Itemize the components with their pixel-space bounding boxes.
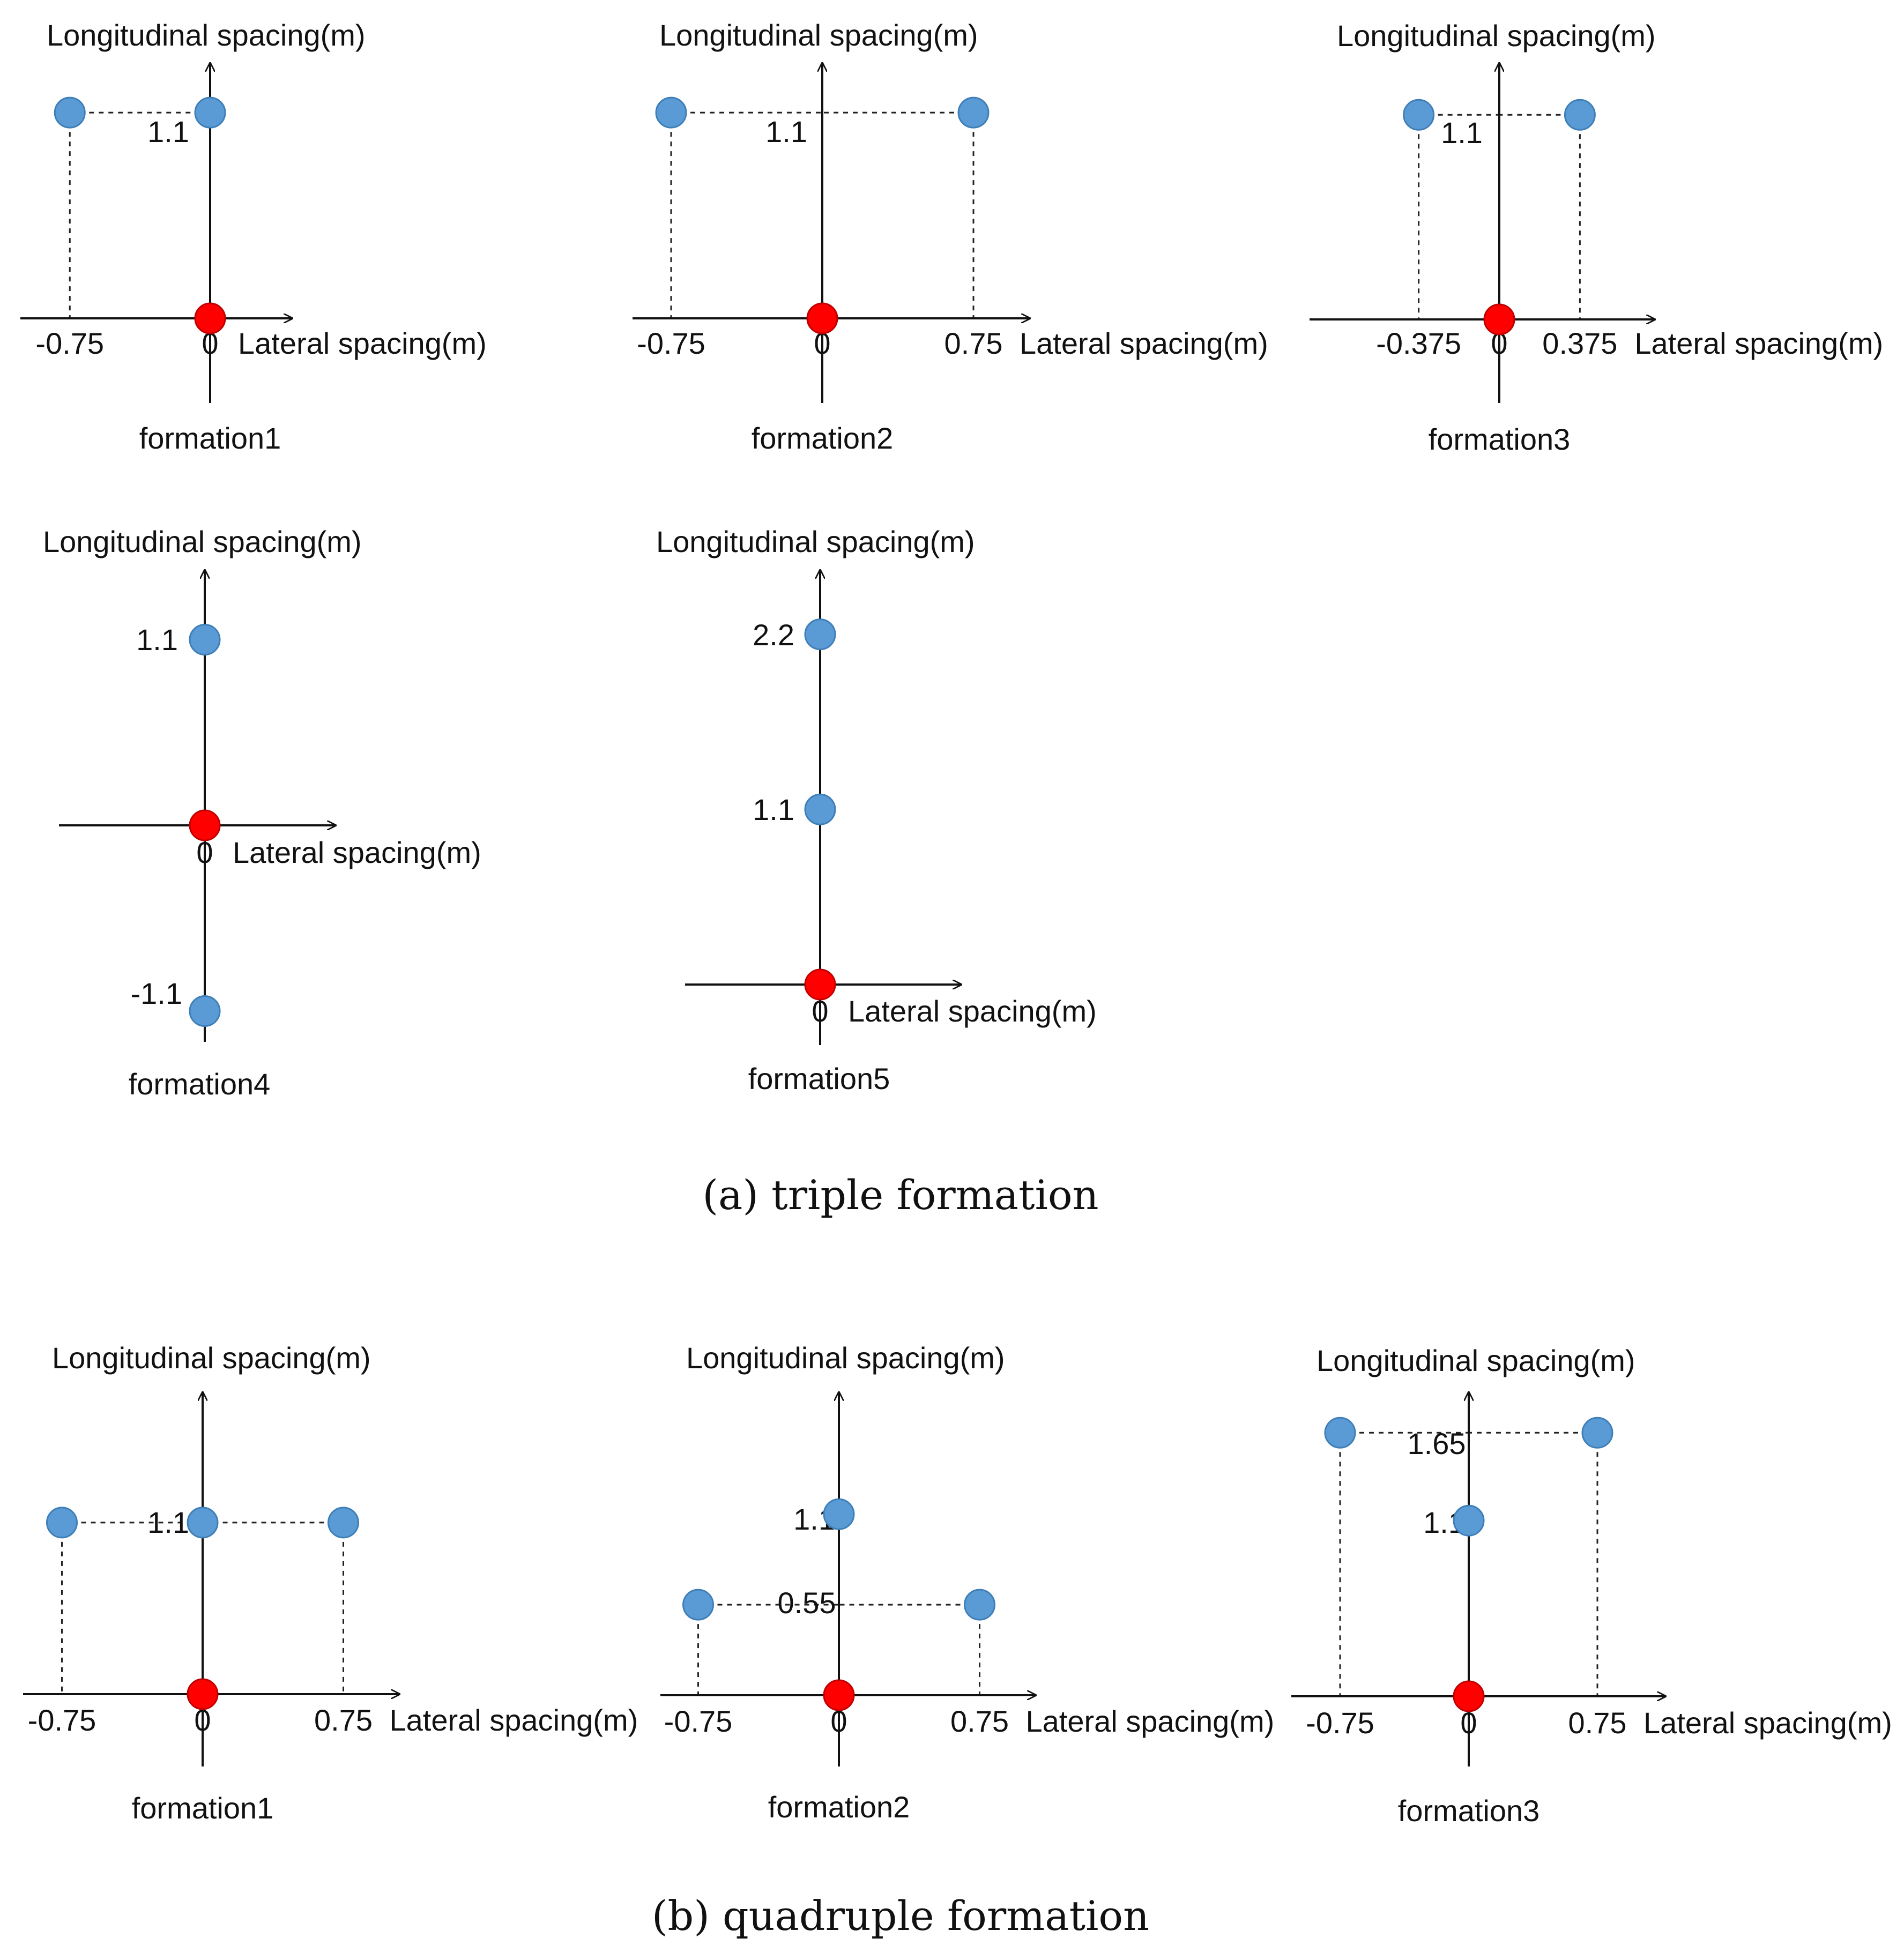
follower-point [1453,1504,1485,1537]
follower-point [957,96,990,129]
x-axis-label: Lateral spacing(m) [1643,1706,1892,1740]
y-axis-label: Longitudinal spacing(m) [656,525,975,558]
x-axis-label: Lateral spacing(m) [233,836,481,869]
x-axis-label: Lateral spacing(m) [238,326,487,360]
x-tick-label: -0.75 [637,326,705,360]
y-axis-label: Longitudinal spacing(m) [43,525,362,558]
panel-caption: formation3 [1429,422,1571,456]
y-value-label: 1.1 [1441,116,1483,150]
follower-point [328,1507,359,1539]
panel-caption: formation1 [132,1791,274,1825]
panel-quadruple-formation2: Longitudinal spacing(m)-0.75 0 0.75 Lateral… [660,1341,1274,1824]
follower-point [964,1589,995,1621]
y-value-label: 1.65 [1408,1427,1466,1460]
y-value-label: 0.55 [778,1586,836,1620]
x-axis-label: Lateral spacing(m) [1634,326,1883,360]
leader-point [189,809,221,841]
follower-point [1581,1417,1613,1449]
leader-point [804,968,836,1001]
y-axis-label: Longitudinal spacing(m) [52,1341,371,1375]
x-axis-label: Lateral spacing(m) [848,994,1097,1028]
panel-caption: formation2 [768,1790,910,1824]
panel-triple-formation1: Longitudinal spacing(m)-0.75 0 Lateral spa… [20,18,487,455]
panel-caption: formation5 [748,1062,890,1095]
leader-point [1483,303,1515,336]
x-tick-label: 0.75 [314,1703,373,1737]
panel-triple-formation5: Longitudinal spacing(m)0 Lateral spacing(… [656,525,1097,1095]
y-value-label: -1.1 [131,976,183,1010]
caption-quadruple-formation: (b) quadruple formation [652,1892,1149,1940]
follower-point [682,1589,714,1621]
panel-triple-formation4: Longitudinal spacing(m)0 Lateral spacing(… [43,525,481,1101]
x-axis-label: Lateral spacing(m) [390,1703,638,1737]
y-value-label: 2.2 [753,618,794,652]
x-tick-label: -0.75 [28,1703,96,1737]
follower-point [187,1507,219,1539]
follower-point [1324,1417,1356,1449]
y-value-label: 1.1 [147,115,189,148]
x-tick-label: 0.375 [1542,326,1617,360]
follower-point [54,96,86,129]
y-axis-label: Longitudinal spacing(m) [686,1341,1005,1375]
y-value-label: 1.1 [765,115,807,148]
x-tick-label: -0.75 [664,1704,733,1738]
x-tick-label: -0.75 [1306,1706,1374,1740]
y-value-label: 1.1 [147,1505,189,1539]
panel-caption: formation2 [752,421,894,455]
follower-point [46,1507,78,1539]
x-axis-label: Lateral spacing(m) [1020,326,1268,360]
follower-point [823,1498,855,1530]
y-value-label: 1.1 [753,793,794,826]
x-tick-label: -0.75 [35,326,104,360]
x-tick-label: -0.375 [1376,326,1461,360]
follower-point [804,793,836,825]
leader-point [187,1678,219,1710]
panel-quadruple-formation1: Longitudinal spacing(m)-0.75 0 0.75 Lateral… [23,1341,638,1825]
y-value-label: 1.1 [136,623,178,657]
follower-point [655,96,687,129]
panel-quadruple-formation3: Longitudinal spacing(m)-0.75 0 0.75 Lateral… [1291,1344,1892,1828]
y-axis-label: Longitudinal spacing(m) [659,18,978,52]
follower-point [189,995,221,1027]
y-axis-label: Longitudinal spacing(m) [1317,1344,1635,1377]
formation-panels: Longitudinal spacing(m)-0.75 0 Lateral spa… [20,18,1892,1828]
leader-point [806,302,838,334]
panel-caption: formation1 [139,421,281,455]
x-tick-label: 0.75 [944,326,1003,360]
panel-caption: formation3 [1398,1794,1540,1828]
follower-point [194,96,226,129]
leader-point [823,1679,855,1711]
x-axis-label: Lateral spacing(m) [1026,1704,1275,1738]
panel-triple-formation3: Longitudinal spacing(m)-0.375 0 0.375 Later… [1310,19,1883,456]
caption-triple-formation: (a) triple formation [702,1171,1098,1219]
follower-point [1403,99,1435,131]
panel-caption: formation4 [129,1067,271,1101]
leader-point [194,302,226,334]
y-axis-label: Longitudinal spacing(m) [1337,19,1656,53]
follower-point [189,624,221,655]
leader-point [1453,1680,1485,1712]
x-tick-label: 0.75 [950,1704,1009,1738]
panel-triple-formation2: Longitudinal spacing(m)-0.75 0 0.75 Lateral… [633,18,1268,455]
follower-point [804,618,836,651]
x-tick-label: 0.75 [1568,1706,1627,1740]
y-axis-label: Longitudinal spacing(m) [47,18,366,52]
follower-point [1564,99,1596,131]
